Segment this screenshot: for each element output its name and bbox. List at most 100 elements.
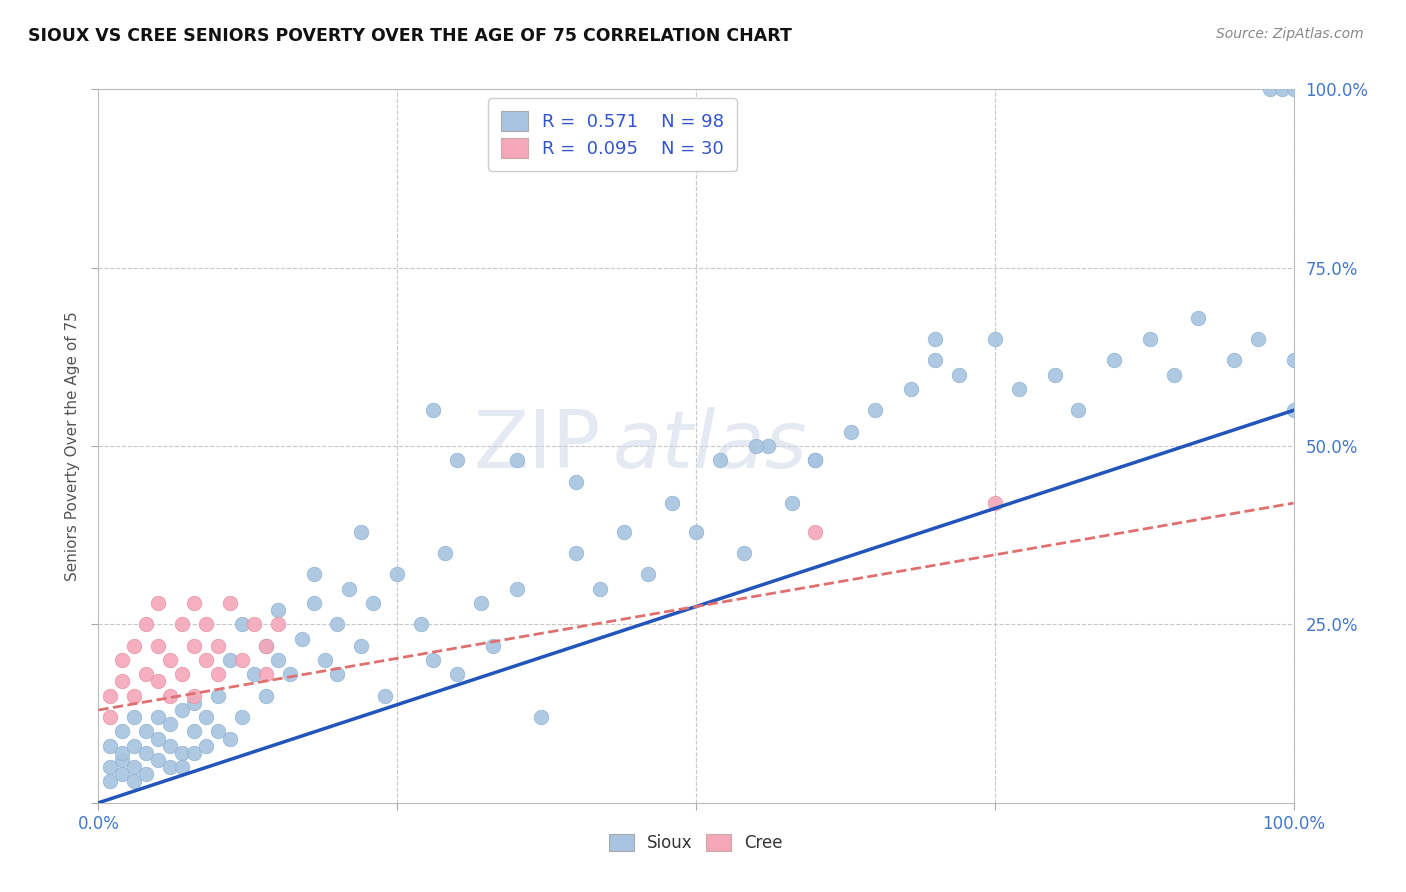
Point xyxy=(745,439,768,453)
Point xyxy=(1187,310,1209,325)
Point xyxy=(124,710,146,724)
Point xyxy=(984,496,1007,510)
Point xyxy=(124,689,146,703)
Point xyxy=(195,653,218,667)
Point xyxy=(589,582,612,596)
Point xyxy=(506,582,529,596)
Point xyxy=(243,617,266,632)
Point xyxy=(326,667,349,681)
Point xyxy=(1258,82,1281,96)
Point xyxy=(434,546,457,560)
Point xyxy=(565,475,588,489)
Point xyxy=(219,653,242,667)
Point xyxy=(98,739,122,753)
Point xyxy=(374,689,396,703)
Point xyxy=(661,496,683,510)
Point xyxy=(172,703,194,717)
Point xyxy=(98,689,122,703)
Point xyxy=(1223,353,1246,368)
Point xyxy=(159,739,181,753)
Point xyxy=(219,731,242,746)
Point xyxy=(350,639,373,653)
Point xyxy=(207,667,229,681)
Point xyxy=(948,368,970,382)
Point xyxy=(1043,368,1066,382)
Point xyxy=(278,667,301,681)
Point xyxy=(1163,368,1185,382)
Point xyxy=(302,596,325,610)
Point xyxy=(159,653,181,667)
Point xyxy=(613,524,636,539)
Point xyxy=(111,753,134,767)
Point xyxy=(183,696,205,710)
Point xyxy=(172,746,194,760)
Point xyxy=(135,617,157,632)
Point xyxy=(530,710,553,724)
Point xyxy=(637,567,659,582)
Point xyxy=(135,667,157,681)
Point xyxy=(124,774,146,789)
Point xyxy=(98,774,122,789)
Point xyxy=(172,617,194,632)
Point xyxy=(254,639,277,653)
Point xyxy=(804,453,827,467)
Point xyxy=(231,653,253,667)
Point xyxy=(302,567,325,582)
Text: atlas: atlas xyxy=(613,407,807,485)
Point xyxy=(124,739,146,753)
Point xyxy=(339,582,361,596)
Point xyxy=(111,674,134,689)
Point xyxy=(1282,403,1305,417)
Point xyxy=(111,746,134,760)
Point xyxy=(183,596,205,610)
Point xyxy=(267,603,290,617)
Point xyxy=(924,332,946,346)
Point xyxy=(207,639,229,653)
Point xyxy=(135,746,157,760)
Point xyxy=(195,739,218,753)
Point xyxy=(385,567,409,582)
Point xyxy=(506,453,529,467)
Point xyxy=(111,724,134,739)
Legend: Sioux, Cree: Sioux, Cree xyxy=(602,827,790,859)
Point xyxy=(1067,403,1090,417)
Point xyxy=(254,667,277,681)
Y-axis label: Seniors Poverty Over the Age of 75: Seniors Poverty Over the Age of 75 xyxy=(65,311,80,581)
Point xyxy=(148,596,170,610)
Point xyxy=(865,403,887,417)
Point xyxy=(148,639,170,653)
Point xyxy=(446,453,468,467)
Point xyxy=(172,667,194,681)
Point xyxy=(326,617,349,632)
Point xyxy=(1282,82,1305,96)
Point xyxy=(135,724,157,739)
Point xyxy=(1271,82,1294,96)
Point xyxy=(411,617,433,632)
Point xyxy=(98,710,122,724)
Point xyxy=(183,746,205,760)
Point xyxy=(111,767,134,781)
Point xyxy=(195,617,218,632)
Point xyxy=(565,546,588,560)
Point xyxy=(98,760,122,774)
Point xyxy=(804,453,827,467)
Point xyxy=(984,332,1007,346)
Point xyxy=(363,596,385,610)
Point xyxy=(1008,382,1031,396)
Point xyxy=(709,453,731,467)
Point xyxy=(183,724,205,739)
Point xyxy=(350,524,373,539)
Point xyxy=(1104,353,1126,368)
Point xyxy=(733,546,755,560)
Point xyxy=(231,617,253,632)
Point xyxy=(780,496,803,510)
Point xyxy=(254,689,277,703)
Point xyxy=(148,753,170,767)
Point xyxy=(124,760,146,774)
Point xyxy=(1282,353,1305,368)
Point xyxy=(243,667,266,681)
Point xyxy=(254,639,277,653)
Point xyxy=(148,710,170,724)
Text: SIOUX VS CREE SENIORS POVERTY OVER THE AGE OF 75 CORRELATION CHART: SIOUX VS CREE SENIORS POVERTY OVER THE A… xyxy=(28,27,792,45)
Point xyxy=(446,667,468,681)
